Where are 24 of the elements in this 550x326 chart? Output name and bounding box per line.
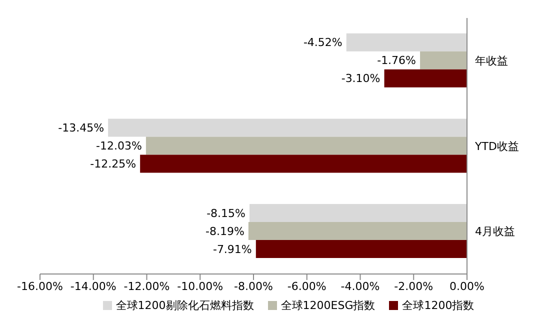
x-tick-label: -8.00% — [234, 280, 273, 293]
data-label: -7.91% — [212, 242, 252, 256]
x-tick-label: -12.00% — [124, 280, 170, 293]
x-tick-label: -4.00% — [340, 280, 380, 293]
data-label: -13.45% — [58, 122, 104, 135]
x-tick-label: 0.00% — [450, 280, 484, 293]
data-label: -8.19% — [206, 224, 244, 238]
data-label: -8.15% — [206, 206, 246, 220]
legend-label: 全球1200ESG指数 — [280, 298, 376, 313]
legend-label: 全球1200指数 — [402, 298, 474, 313]
y-tick-label: 4月收益 — [475, 225, 515, 238]
data-label: -4.52% — [303, 36, 342, 50]
data-label: -1.76% — [377, 54, 416, 68]
data-label: -3.10% — [341, 72, 380, 86]
x-tick-label: -16.00% — [17, 280, 63, 293]
y-tick-label: 年收益 — [475, 54, 508, 68]
data-label: -12.03% — [96, 140, 142, 153]
x-tick-label: -14.00% — [70, 280, 116, 293]
legend-label: 全球1200剔除化石燃料指数 — [116, 298, 254, 313]
x-tick-label: -2.00% — [394, 280, 434, 293]
data-label: -12.25% — [90, 158, 136, 171]
x-tick-label: -6.00% — [287, 280, 326, 293]
y-tick-label: YTD收益 — [474, 140, 519, 153]
x-tick-label: -10.00% — [177, 280, 224, 293]
